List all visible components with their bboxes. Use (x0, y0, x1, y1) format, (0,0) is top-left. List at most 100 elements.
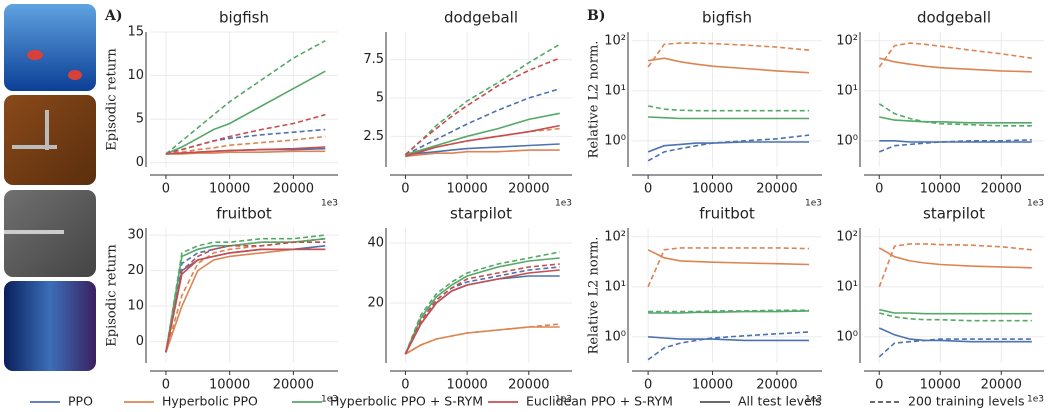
y-tick-label: 15 (127, 25, 144, 40)
y-tick-label: 5 (376, 90, 384, 105)
series-line (878, 243, 1032, 288)
x-tick-label: 10000 (209, 378, 250, 393)
x-offset-label: 1e3 (805, 395, 822, 405)
chart-title: starpilot (450, 205, 512, 223)
series-line (165, 234, 326, 353)
y-tick-label: 10¹ (836, 279, 858, 294)
y-tick-label: 5 (136, 112, 144, 127)
legend-label: Hyperbolic PPO + S-RYM (330, 394, 483, 409)
series-line (879, 57, 1032, 73)
y-axis-label: Relative L2 norm. (587, 237, 602, 355)
x-tick-label: 10000 (692, 182, 733, 197)
series-line (165, 39, 326, 155)
y-axis-label: Episodic return (105, 244, 120, 347)
series-line (648, 310, 810, 314)
series-line (404, 257, 560, 355)
y-tick-label: 10 (127, 299, 144, 314)
series-line (648, 116, 810, 120)
y-tick-label: 10 (127, 68, 144, 83)
chart-title: starpilot (923, 205, 985, 223)
series-line (878, 103, 1032, 127)
series-line (165, 150, 326, 155)
x-tick-label: 10000 (446, 182, 487, 197)
x-offset-label: 1e3 (321, 199, 338, 209)
series-line (404, 251, 560, 355)
series-line (878, 42, 1032, 68)
series-line (405, 124, 560, 158)
x-tick-label: 20000 (756, 182, 797, 197)
x-tick-label: 0 (644, 182, 652, 197)
legend-label: All test levels (738, 394, 822, 409)
x-tick-label: 10000 (920, 182, 961, 197)
series-line (165, 146, 326, 155)
y-tick-label: 10² (604, 33, 626, 48)
series-line (405, 143, 560, 156)
y-tick-label: 10² (836, 229, 858, 244)
wall (45, 110, 49, 150)
series-line (878, 139, 1032, 153)
series-line (647, 141, 810, 153)
y-tick-label: 0 (136, 334, 144, 349)
fish (68, 70, 82, 80)
x-tick-label: 20000 (508, 182, 549, 197)
y-tick-label: 10⁰ (604, 329, 626, 344)
x-tick-label: 0 (875, 378, 883, 393)
series-line (404, 263, 560, 355)
series-line (165, 237, 326, 353)
series-line (647, 247, 810, 288)
legend-label: 200 training levels (908, 394, 1024, 409)
series-line (165, 245, 326, 353)
y-tick-label: 10¹ (836, 83, 858, 98)
x-offset-label: 1e3 (805, 199, 822, 209)
chart-title: fruitbot (699, 205, 755, 223)
y-axis-label: Relative L2 norm. (587, 41, 602, 159)
dodgeball-thumbnail (4, 95, 96, 185)
x-tick-label: 10000 (692, 378, 733, 393)
y-tick-label: 10¹ (604, 83, 626, 98)
series-line (405, 112, 560, 156)
y-tick-label: 10² (604, 229, 626, 244)
x-tick-label: 20000 (508, 378, 549, 393)
series-line (647, 134, 810, 162)
y-tick-label: 10⁰ (836, 133, 858, 148)
chart-title: fruitbot (216, 205, 272, 223)
y-tick-label: 30 (127, 228, 144, 243)
y-tick-label: 10⁰ (604, 133, 626, 148)
x-tick-label: 10000 (209, 182, 250, 197)
x-tick-label: 0 (401, 182, 409, 197)
y-tick-label: 10² (836, 33, 858, 48)
series-line (404, 57, 560, 156)
y-tick-label: 0 (136, 155, 144, 170)
series-line (647, 57, 810, 74)
x-tick-label: 0 (875, 182, 883, 197)
x-tick-label: 0 (162, 378, 170, 393)
series-line (404, 323, 560, 355)
x-tick-label: 0 (162, 182, 170, 197)
x-offset-label: 1e3 (555, 395, 572, 405)
legend-label: PPO (68, 394, 93, 409)
x-tick-label: 20000 (981, 182, 1022, 197)
series-line (879, 312, 1032, 322)
series-line (879, 140, 1032, 143)
legend-label: Euclidean PPO + S-RYM (526, 394, 673, 409)
x-tick-label: 10000 (446, 378, 487, 393)
series-line (165, 241, 326, 353)
y-tick-label: 40 (367, 236, 384, 251)
x-tick-label: 20000 (981, 378, 1022, 393)
x-offset-label: 1e3 (555, 199, 572, 209)
series-line (647, 249, 810, 266)
x-tick-label: 0 (401, 378, 409, 393)
wall (12, 145, 57, 149)
x-offset-label: 1e3 (1027, 395, 1044, 405)
y-tick-label: 20 (367, 296, 384, 311)
x-offset-label: 1e3 (1027, 199, 1044, 209)
series-line (878, 247, 1032, 269)
series-line (648, 309, 810, 313)
series-line (879, 116, 1032, 124)
x-tick-label: 20000 (756, 378, 797, 393)
series-line (165, 135, 326, 155)
panel-label: A) (104, 8, 123, 24)
fish (27, 50, 43, 60)
series-line (165, 70, 326, 155)
